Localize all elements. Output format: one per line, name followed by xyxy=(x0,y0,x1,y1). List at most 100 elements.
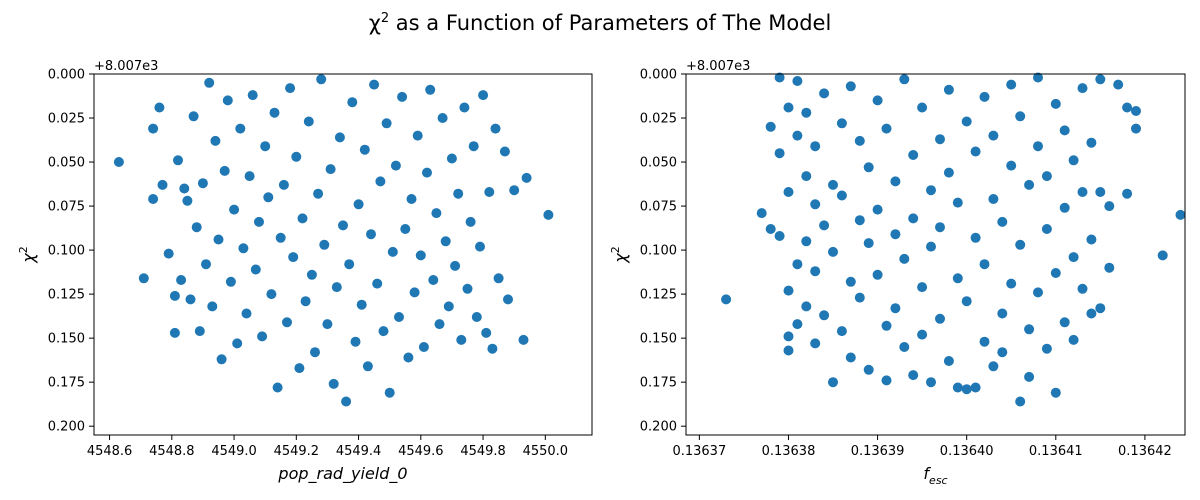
scatter-point xyxy=(1041,224,1052,234)
chart-left-ylabel-sup: 2 xyxy=(17,246,30,253)
y-tick-label: 0.150 xyxy=(48,332,85,347)
y-tick-label: 0.200 xyxy=(640,420,677,435)
scatter-point xyxy=(792,76,803,86)
scatter-point xyxy=(926,377,936,388)
scatter-point xyxy=(478,90,489,101)
scatter-point xyxy=(979,259,990,270)
scatter-point xyxy=(194,326,205,337)
scatter-point xyxy=(260,141,271,152)
scatter-point xyxy=(881,123,892,134)
scatter-point xyxy=(406,194,417,204)
scatter-point xyxy=(201,259,211,270)
scatter-point xyxy=(219,165,230,176)
scatter-point xyxy=(375,176,386,187)
chart-right-xlabel-base: f xyxy=(923,464,931,483)
x-tick-label: 4549.8 xyxy=(460,444,506,459)
scatter-point xyxy=(325,164,336,175)
y-tick-label: 0.075 xyxy=(640,200,677,215)
scatter-point xyxy=(418,342,429,352)
scatter-point xyxy=(917,329,928,340)
scatter-point xyxy=(176,275,187,285)
scatter-point xyxy=(828,246,838,257)
scatter-point xyxy=(926,185,936,196)
scatter-point xyxy=(1077,83,1088,94)
scatter-point xyxy=(1131,123,1141,134)
scatter-point xyxy=(148,194,159,204)
scatter-point xyxy=(179,183,190,194)
scatter-point xyxy=(222,95,233,106)
scatter-point xyxy=(412,130,423,141)
chart-right-frame xyxy=(685,73,1186,436)
scatter-point xyxy=(182,195,193,206)
scatter-point xyxy=(926,241,936,252)
scatter-point xyxy=(254,216,264,227)
scatter-point xyxy=(207,301,218,312)
scatter-point xyxy=(297,213,308,224)
scatter-point xyxy=(263,192,274,203)
scatter-point xyxy=(369,79,380,90)
scatter-point xyxy=(213,234,224,245)
scatter-point xyxy=(1033,141,1043,152)
scatter-point xyxy=(1077,283,1088,294)
scatter-point xyxy=(988,194,999,204)
scatter-point xyxy=(1015,111,1026,122)
scatter-point xyxy=(157,179,168,190)
scatter-point xyxy=(1059,125,1070,136)
scatter-point xyxy=(163,248,174,259)
scatter-point xyxy=(1006,278,1017,289)
scatter-point xyxy=(503,294,513,305)
scatter-point xyxy=(232,338,243,349)
chart-left-xlabel: pop_rad_yield_0 xyxy=(277,464,407,484)
scatter-point xyxy=(872,269,883,280)
scatter-point xyxy=(294,363,305,374)
scatter-point xyxy=(917,102,928,113)
scatter-point xyxy=(783,331,794,342)
scatter-point xyxy=(961,384,972,395)
y-tick-label: 0.175 xyxy=(640,376,677,391)
y-tick-label: 0.125 xyxy=(640,288,677,303)
chart-right-ylabel: χ2 xyxy=(609,246,630,263)
scatter-point xyxy=(952,382,963,393)
scatter-point xyxy=(997,308,1008,319)
scatter-point xyxy=(1059,202,1070,213)
y-tick-label: 0.100 xyxy=(48,244,85,259)
scatter-point xyxy=(863,162,874,173)
scatter-point xyxy=(854,215,865,226)
scatter-point xyxy=(765,224,776,234)
scatter-point xyxy=(970,382,981,393)
scatter-point xyxy=(291,151,302,162)
scatter-point xyxy=(1024,324,1035,335)
scatter-point xyxy=(341,396,352,407)
scatter-point xyxy=(783,285,794,296)
x-tick-label: 4549.6 xyxy=(398,444,444,459)
scatter-point xyxy=(344,259,355,270)
scatter-point xyxy=(988,361,999,372)
scatter-point xyxy=(185,294,196,305)
scatter-point xyxy=(1041,171,1052,182)
scatter-point xyxy=(387,246,398,257)
x-tick-label: 4550.0 xyxy=(523,444,569,459)
scatter-point xyxy=(721,294,732,305)
scatter-point xyxy=(979,336,990,347)
scatter-point xyxy=(1113,79,1124,90)
scatter-point xyxy=(1050,268,1061,278)
scatter-point xyxy=(881,320,892,331)
chart-right-ylabel-base: χ xyxy=(611,253,630,264)
scatter-point xyxy=(378,326,389,337)
scatter-point xyxy=(801,171,812,182)
scatter-point xyxy=(836,118,847,129)
scatter-point xyxy=(394,312,404,322)
scatter-point xyxy=(819,310,830,321)
scatter-point xyxy=(453,188,464,199)
scatter-point xyxy=(381,118,392,129)
scatter-point xyxy=(475,241,485,252)
scatter-point xyxy=(1050,387,1061,398)
scatter-point xyxy=(828,377,838,388)
scatter-point xyxy=(890,176,901,187)
scatter-point xyxy=(899,342,910,352)
chart-right-points xyxy=(721,72,1186,407)
y-tick-label: 0.000 xyxy=(640,68,677,83)
scatter-point xyxy=(881,375,892,386)
y-tick-label: 0.125 xyxy=(48,288,85,303)
scatter-point xyxy=(1104,201,1115,212)
